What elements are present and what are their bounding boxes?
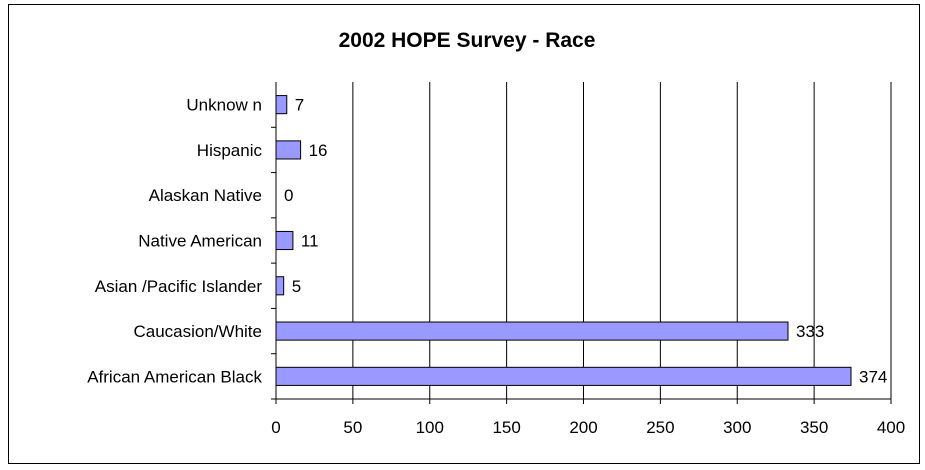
gridlines xyxy=(352,82,892,399)
data-label: 333 xyxy=(796,322,824,341)
category-label: Alaskan Native xyxy=(149,186,262,205)
x-tick-label: 250 xyxy=(646,418,674,437)
chart-frame xyxy=(8,4,920,464)
data-label: 5 xyxy=(292,277,301,296)
x-tick-label: 400 xyxy=(877,418,905,437)
x-tick-label: 100 xyxy=(416,418,444,437)
x-tick-label: 350 xyxy=(800,418,828,437)
x-tick-label: 200 xyxy=(569,418,597,437)
bar xyxy=(275,95,288,115)
chart-title: 2002 HOPE Survey - Race xyxy=(339,29,596,52)
data-label: 7 xyxy=(295,96,304,115)
category-label: Hispanic xyxy=(197,141,263,160)
category-label: Caucasion/White xyxy=(133,322,262,341)
bar xyxy=(275,230,294,251)
bars xyxy=(275,95,852,386)
category-label: Unknow n xyxy=(186,96,262,115)
bar xyxy=(275,140,302,160)
data-label: 11 xyxy=(301,232,319,251)
category-label: Native American xyxy=(138,232,262,251)
category-label: Asian /Pacific Islander xyxy=(95,277,263,296)
axes xyxy=(271,82,892,404)
category-label: African American Black xyxy=(87,367,262,386)
x-tick-label: 150 xyxy=(492,418,520,437)
x-tick-label: 0 xyxy=(271,418,280,437)
data-label: 374 xyxy=(859,367,887,386)
data-label: 16 xyxy=(309,141,328,160)
x-tick-label: 50 xyxy=(343,418,362,437)
bar xyxy=(275,366,852,386)
bar xyxy=(275,276,285,296)
data-label: 0 xyxy=(284,186,293,205)
bar xyxy=(275,321,789,341)
x-tick-label: 300 xyxy=(723,418,751,437)
